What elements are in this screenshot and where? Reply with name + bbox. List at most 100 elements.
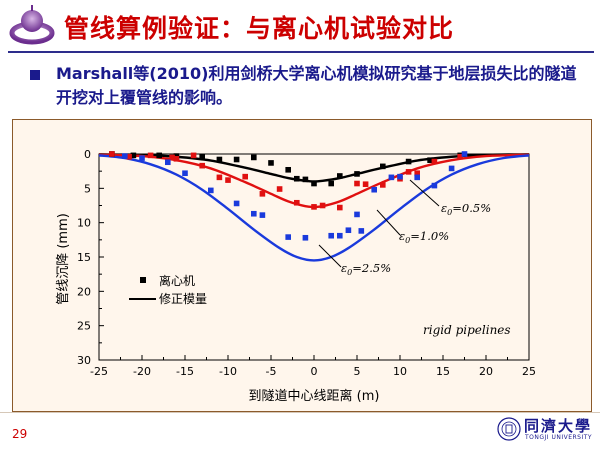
slide-logo-icon bbox=[9, 5, 55, 45]
x-tick-label: -20 bbox=[133, 365, 151, 378]
university-name-en: TONGJI UNIVERSITY bbox=[525, 434, 593, 441]
series-label: ε0=2.5% bbox=[341, 261, 391, 277]
data-point bbox=[216, 156, 223, 163]
data-point bbox=[337, 204, 343, 211]
series-label: ε0=0.5% bbox=[441, 201, 491, 217]
x-tick-label: 10 bbox=[393, 365, 407, 378]
data-point bbox=[397, 173, 403, 180]
x-tick-label: 25 bbox=[522, 365, 536, 378]
y-tick-label: 0 bbox=[84, 148, 91, 161]
data-point bbox=[319, 202, 326, 209]
data-point bbox=[126, 153, 132, 160]
y-axis-ticks: 0 5 10 15 20 25 30 bbox=[77, 148, 104, 367]
title-divider bbox=[8, 51, 594, 53]
data-point bbox=[173, 156, 180, 162]
data-point bbox=[345, 227, 352, 234]
x-tick-label: 15 bbox=[436, 365, 450, 378]
y-axis-label: 管线沉降 (mm) bbox=[56, 213, 71, 305]
data-point bbox=[122, 153, 128, 159]
y-tick-label: 15 bbox=[77, 251, 91, 264]
data-point bbox=[337, 232, 343, 239]
x-tick-label: 20 bbox=[479, 365, 493, 378]
data-point bbox=[448, 165, 455, 172]
data-point bbox=[354, 171, 360, 177]
data-point bbox=[259, 212, 266, 218]
data-point bbox=[130, 152, 137, 159]
data-point bbox=[294, 199, 300, 206]
data-point bbox=[165, 159, 171, 166]
data-point bbox=[208, 187, 214, 194]
y-tick-label: 10 bbox=[77, 217, 91, 230]
x-axis-ticks: -25 -20 -15 -10 -5 0 5 10 15 20 25 bbox=[90, 355, 536, 378]
data-point bbox=[216, 174, 223, 181]
series-label-leader bbox=[409, 179, 440, 207]
data-point bbox=[156, 152, 162, 159]
chart-annotation: rigid pipelines bbox=[423, 323, 511, 337]
y-tick-label: 25 bbox=[77, 320, 91, 333]
x-tick-label: 0 bbox=[311, 365, 318, 378]
data-point bbox=[414, 170, 420, 177]
data-point bbox=[311, 180, 317, 187]
data-point bbox=[294, 175, 300, 182]
x-axis-label: 到隧道中心线距离 (m) bbox=[249, 388, 380, 404]
data-point bbox=[311, 204, 317, 210]
data-point bbox=[354, 180, 360, 187]
series-labels: ε0=0.5% ε0=1.0% ε0=2.5% bbox=[318, 179, 491, 277]
legend-marker-square bbox=[140, 277, 146, 283]
data-point bbox=[190, 152, 197, 159]
data-point bbox=[259, 191, 266, 197]
centrifuge-points bbox=[109, 151, 468, 241]
data-point bbox=[414, 174, 420, 181]
data-point bbox=[225, 177, 231, 183]
data-point bbox=[328, 180, 334, 187]
data-point bbox=[233, 200, 240, 207]
data-point bbox=[380, 163, 386, 170]
chart-panel: 0 5 10 15 20 25 30 -25 -20 -15 -10 -5 0 5 10 15 20 25 ε0… bbox=[12, 119, 592, 412]
legend-label-centrifuge: 离心机 bbox=[159, 273, 195, 288]
data-point bbox=[285, 166, 291, 173]
university-seal-icon bbox=[497, 417, 521, 441]
y-tick-label: 30 bbox=[77, 354, 91, 367]
university-name: 同濟大學 bbox=[524, 417, 593, 435]
series-label: ε0=1.0% bbox=[399, 229, 449, 245]
data-point bbox=[380, 182, 386, 188]
data-point bbox=[139, 155, 145, 161]
data-point bbox=[388, 174, 395, 181]
data-point bbox=[457, 153, 463, 160]
data-point bbox=[182, 170, 188, 177]
data-point bbox=[268, 160, 274, 166]
data-point bbox=[405, 158, 412, 165]
data-point bbox=[337, 173, 343, 179]
y-tick-label: 5 bbox=[84, 182, 91, 195]
settlement-chart: 0 5 10 15 20 25 30 -25 -20 -15 -10 -5 0 5 10 15 20 25 ε0… bbox=[56, 148, 536, 404]
data-point bbox=[199, 162, 205, 169]
data-point bbox=[427, 157, 433, 163]
x-tick-label: -25 bbox=[90, 365, 108, 378]
data-point bbox=[276, 186, 283, 192]
footer-divider bbox=[0, 412, 600, 413]
data-point bbox=[233, 156, 240, 163]
data-point bbox=[431, 182, 438, 189]
page-title: 管线算例验证：与离心机试验对比 bbox=[64, 14, 455, 43]
data-point bbox=[199, 153, 205, 160]
data-point bbox=[328, 232, 334, 239]
model-curve-2 bbox=[98, 154, 530, 262]
x-tick-label: -5 bbox=[266, 365, 277, 378]
data-point bbox=[302, 234, 309, 241]
data-point bbox=[371, 186, 377, 193]
x-tick-label: -15 bbox=[176, 365, 194, 378]
data-point bbox=[251, 154, 257, 161]
data-point bbox=[169, 154, 175, 161]
data-point bbox=[285, 234, 291, 240]
data-point bbox=[354, 211, 360, 218]
legend-label-model: 修正模量 bbox=[159, 291, 207, 306]
series-label-leader bbox=[318, 244, 342, 268]
data-point bbox=[242, 173, 248, 180]
data-point bbox=[431, 158, 438, 165]
data-point bbox=[405, 169, 412, 175]
series-label-leader bbox=[376, 209, 401, 236]
data-point bbox=[147, 152, 154, 159]
data-point bbox=[362, 181, 369, 188]
data-point bbox=[461, 151, 468, 157]
page-number: 29 bbox=[12, 427, 28, 441]
